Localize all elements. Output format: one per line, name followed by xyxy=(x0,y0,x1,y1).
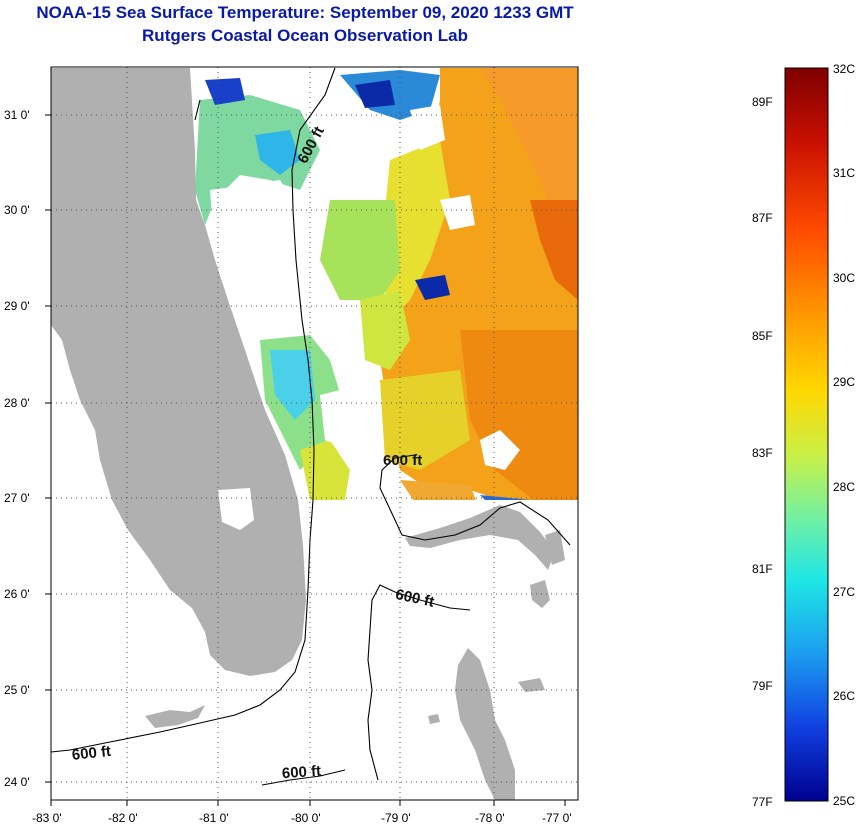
colorbar-f-label: 87F xyxy=(752,211,773,225)
colorbar-c-label: 25C xyxy=(833,794,855,808)
colorbar-celsius-labels: 32C 31C 30C 29C 28C 27C 26C 25C xyxy=(833,62,855,808)
lat-label: 24 0' xyxy=(4,775,30,789)
colorbar-f-label: 83F xyxy=(752,446,773,460)
colorbar-f-label: 89F xyxy=(752,95,773,109)
lat-label: 30 0' xyxy=(4,203,30,217)
colorbar-fahrenheit-labels: 89F 87F 85F 83F 81F 79F 77F xyxy=(752,95,773,809)
colorbar-gradient xyxy=(784,67,829,802)
abaco xyxy=(545,530,565,565)
latitude-labels: 31 0' 30 0' 29 0' 28 0' 27 0' 26 0' 25 0… xyxy=(4,108,30,789)
lon-label: -83 0' xyxy=(32,811,62,825)
colorbar-c-label: 29C xyxy=(833,375,855,389)
colorbar-c-label: 32C xyxy=(833,62,855,76)
graticule xyxy=(51,67,578,800)
colorbar-c-label: 26C xyxy=(833,689,855,703)
land-layer xyxy=(51,68,565,800)
lon-label: -82 0' xyxy=(108,811,138,825)
lat-label: 25 0' xyxy=(4,683,30,697)
map-subtitle: Rutgers Coastal Ocean Observation Lab xyxy=(142,26,468,45)
sst-data-layer xyxy=(60,68,578,800)
temperature-colorbar: 89F 87F 85F 83F 81F 79F 77F 32C 31C 30C … xyxy=(752,62,855,809)
axis-ticks xyxy=(45,114,566,806)
lat-label: 29 0' xyxy=(4,299,30,313)
colorbar-f-label: 77F xyxy=(752,795,773,809)
bimini xyxy=(428,714,440,724)
colorbar-f-label: 79F xyxy=(752,679,773,693)
lon-label: -81 0' xyxy=(199,811,229,825)
longitude-labels: -83 0' -82 0' -81 0' -80 0' -79 0' -78 0… xyxy=(32,811,572,825)
contour-label-south: 600 ft xyxy=(281,763,321,783)
lon-label: -78 0' xyxy=(475,811,505,825)
grand-bahama xyxy=(405,505,555,570)
colorbar-c-label: 28C xyxy=(833,480,855,494)
colorbar-c-label: 27C xyxy=(833,585,855,599)
lat-label: 28 0' xyxy=(4,396,30,410)
lat-label: 27 0' xyxy=(4,491,30,505)
lat-label: 26 0' xyxy=(4,587,30,601)
map-border xyxy=(50,66,579,801)
nassau xyxy=(518,678,545,692)
contour-label-bahama: 600 ft xyxy=(383,452,422,469)
colorbar-f-label: 81F xyxy=(752,562,773,576)
lon-label: -79 0' xyxy=(381,811,411,825)
lon-label: -77 0' xyxy=(542,811,572,825)
lat-label: 31 0' xyxy=(4,108,30,122)
colorbar-c-label: 30C xyxy=(833,271,855,285)
berry-islands xyxy=(530,580,550,608)
contour-label-keys: 600 ft xyxy=(71,743,112,764)
florida-keys xyxy=(145,705,205,728)
colorbar-c-label: 31C xyxy=(833,166,855,180)
colorbar-f-label: 85F xyxy=(752,329,773,343)
lon-label: -80 0' xyxy=(291,811,321,825)
map-title: NOAA-15 Sea Surface Temperature: Septemb… xyxy=(36,3,574,22)
andros-island xyxy=(455,648,515,800)
